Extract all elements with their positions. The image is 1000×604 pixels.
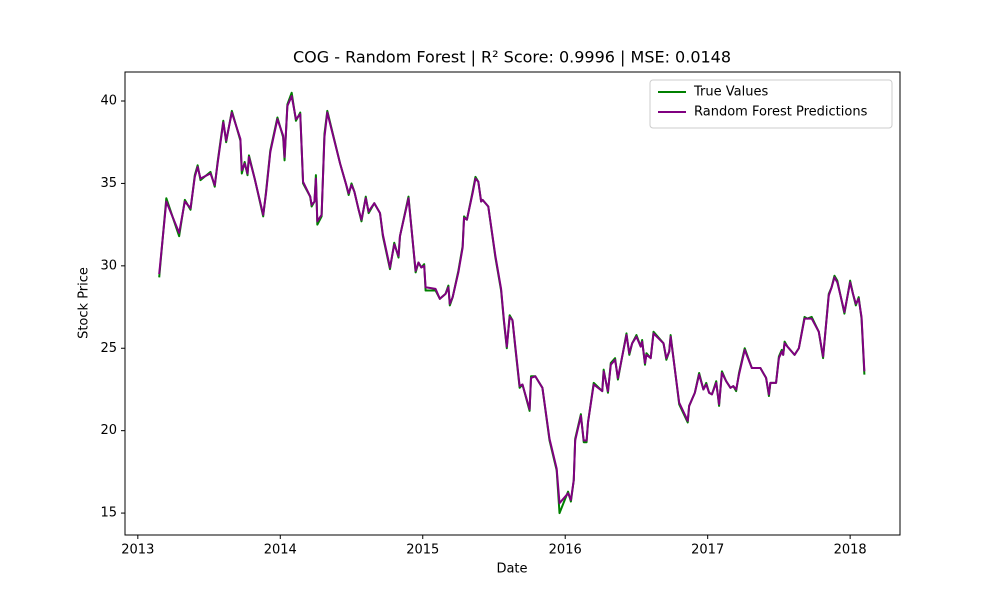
y-tick-label: 20 xyxy=(100,423,117,438)
y-tick-label: 35 xyxy=(100,176,117,191)
x-tick-label: 2014 xyxy=(264,543,297,558)
legend-label: True Values xyxy=(693,85,768,100)
x-tick-label: 2015 xyxy=(406,543,439,558)
y-tick-label: 25 xyxy=(100,341,117,356)
plot-frame xyxy=(124,71,901,536)
y-tick-label: 15 xyxy=(100,506,117,521)
legend-box xyxy=(649,79,893,129)
x-tick-label: 2017 xyxy=(691,543,724,558)
x-tick-label: 2016 xyxy=(549,543,582,558)
legend-label: Random Forest Predictions xyxy=(694,105,868,120)
x-tick-label: 2013 xyxy=(121,543,154,558)
chart-title: COG - Random Forest | R² Score: 0.9996 |… xyxy=(293,48,731,67)
y-axis-label: Stock Price xyxy=(77,267,92,339)
y-tick-label: 40 xyxy=(100,94,117,109)
series-line xyxy=(158,95,866,505)
y-tick-label: 30 xyxy=(100,258,117,273)
x-tick-label: 2018 xyxy=(834,543,867,558)
x-axis-label: Date xyxy=(496,562,527,577)
